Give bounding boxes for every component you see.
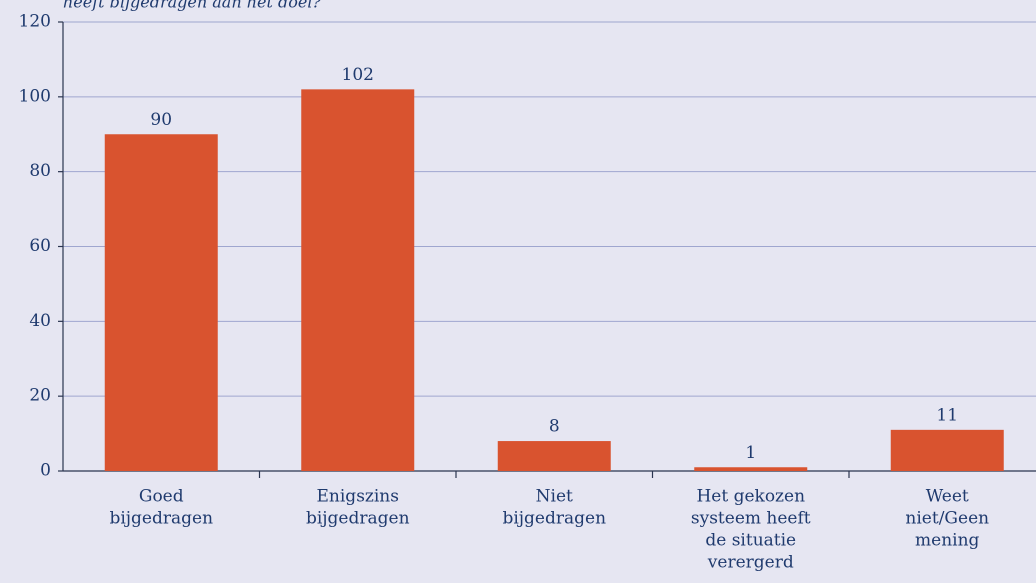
value-label: 1 <box>745 443 756 463</box>
x-tick-label: systeem heeft <box>691 509 811 529</box>
value-label: 11 <box>936 405 958 425</box>
x-tick-label: Het gekozen <box>696 487 805 507</box>
y-tick-label: 20 <box>29 386 51 406</box>
x-tick-label: niet/Geen <box>905 509 989 529</box>
x-tick-label: Niet <box>536 487 573 507</box>
bar <box>104 134 218 471</box>
x-tick-label: de situatie <box>705 531 796 551</box>
y-tick-label: 120 <box>19 12 51 32</box>
x-tick-label: mening <box>915 531 980 551</box>
x-tick-label: Weet <box>926 487 969 507</box>
y-tick-label: 80 <box>29 161 51 181</box>
x-tick-label: bijgedragen <box>109 509 213 529</box>
x-tick-label: verergerd <box>707 553 794 573</box>
y-tick-label: 100 <box>19 86 51 106</box>
chart-title: heeft bijgedragen aan het doel? <box>63 0 321 12</box>
value-label: 8 <box>549 417 560 437</box>
x-tick-label: Enigszins <box>317 487 399 507</box>
bar <box>301 89 415 471</box>
bar <box>890 429 1004 471</box>
x-tick-label: Goed <box>139 487 184 507</box>
y-tick-label: 40 <box>29 311 51 331</box>
value-label: 102 <box>342 65 374 85</box>
x-tick-label: bijgedragen <box>502 509 606 529</box>
y-tick-label: 0 <box>40 461 51 481</box>
bar <box>694 467 808 471</box>
x-tick-label: bijgedragen <box>306 509 410 529</box>
value-label: 90 <box>150 110 172 130</box>
y-tick-label: 60 <box>29 236 51 256</box>
bar <box>497 441 611 471</box>
